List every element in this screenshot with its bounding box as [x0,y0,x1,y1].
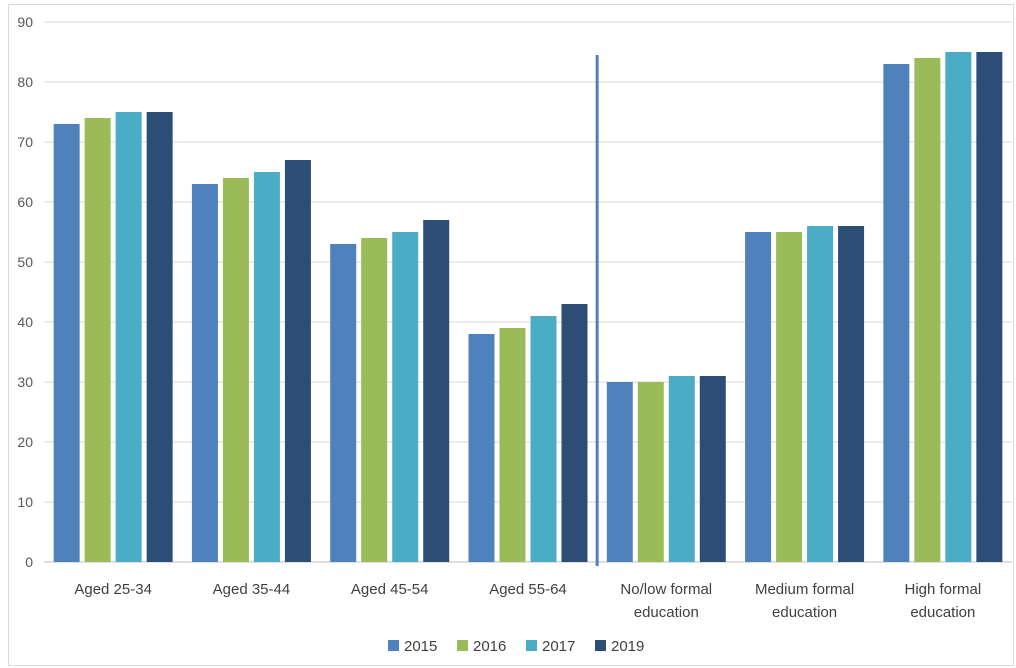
legend-swatch-2017 [526,640,537,651]
bar-2019-4 [699,376,726,562]
y-tick-label: 80 [17,74,33,90]
bar-2015-3 [468,334,495,562]
x-category-label: Aged 35-44 [213,581,291,598]
y-tick-label: 30 [17,374,33,390]
y-tick-label: 50 [17,254,33,270]
bar-2019-3 [561,304,588,562]
legend-swatch-2019 [595,640,606,651]
x-category-label: No/low formal [620,581,712,598]
legend: 2015 2016 2017 2019 [388,638,644,655]
bar-2017-2 [392,232,419,562]
bar-2019-5 [838,226,865,562]
bar-2015-0 [53,124,80,562]
y-tick-label: 20 [17,434,33,450]
bar-2015-2 [330,244,357,562]
legend-label-2015: 2015 [404,638,437,655]
bar-2017-3 [530,316,557,562]
legend-label-2016: 2016 [473,638,506,655]
y-axis-ticks: 0 10 20 30 40 50 60 70 80 90 [17,14,33,570]
bar-2016-5 [776,232,803,562]
gridlines [44,21,1012,563]
bar-2015-5 [745,232,772,562]
bar-2019-6 [976,52,1003,562]
y-tick-label: 70 [17,134,33,150]
legend-label-2017: 2017 [542,638,575,655]
x-category-label: education [772,604,837,621]
y-tick-label: 40 [17,314,33,330]
x-category-label: Medium formal [755,581,854,598]
bar-2015-1 [191,184,218,562]
bar-2016-6 [914,58,941,562]
bar-2016-3 [499,328,526,562]
x-category-label: Aged 55-64 [489,581,567,598]
bar-2016-0 [84,118,111,562]
bar-2017-1 [253,172,280,562]
legend-swatch-2016 [457,640,468,651]
y-tick-label: 90 [17,14,33,30]
bar-2017-4 [668,376,695,562]
bar-2017-6 [945,52,972,562]
bar-2019-2 [423,220,450,562]
bar-2019-1 [284,160,311,562]
y-tick-label: 60 [17,194,33,210]
bar-2015-4 [606,382,633,562]
bar-2016-1 [222,178,249,562]
chart-frame [8,4,1014,666]
x-category-label: education [634,604,699,621]
x-category-label: education [910,604,975,621]
x-category-label: Aged 45-54 [351,581,429,598]
bar-2016-2 [361,238,388,562]
bar-2017-0 [115,112,142,562]
x-category-label: High formal [905,581,982,598]
legend-swatch-2015 [388,640,399,651]
bar-2015-6 [883,64,910,562]
y-tick-label: 0 [25,554,33,570]
x-axis-labels: Aged 25-34 Aged 35-44 Aged 45-54 Aged 55-64… [74,581,981,621]
bar-2016-4 [637,382,664,562]
bar-2017-5 [807,226,834,562]
legend-label-2019: 2019 [611,638,644,655]
bars [53,52,1003,562]
bar-2019-0 [146,112,173,562]
y-tick-label: 10 [17,494,33,510]
x-category-label: Aged 25-34 [74,581,152,598]
